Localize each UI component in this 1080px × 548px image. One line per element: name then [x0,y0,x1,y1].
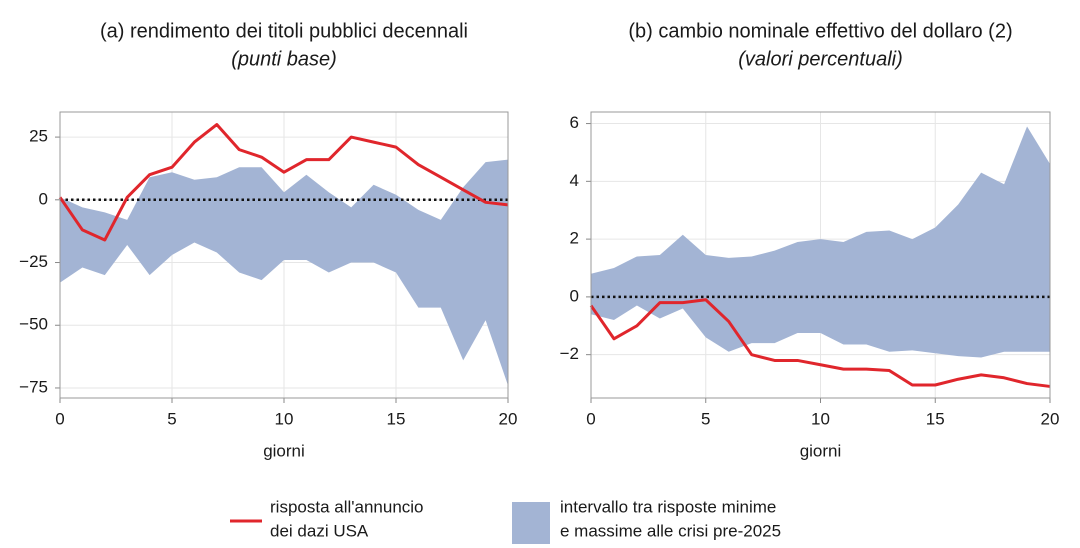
x-tick-label: 20 [499,409,518,428]
y-tick-label: −50 [19,315,48,334]
x-tick-label: 10 [811,409,830,428]
y-tick-label: 25 [29,127,48,146]
range-band [60,159,508,386]
x-tick-label: 5 [167,409,176,428]
y-tick-label: 0 [570,286,579,305]
x-axis-label: giorni [263,441,305,460]
response-line [58,123,509,242]
legend-label: intervallo tra risposte minime [560,497,776,516]
chart-subtitle: (valori percentuali) [738,48,903,70]
x-tick-label: 5 [701,409,710,428]
y-tick-label: 6 [570,113,579,132]
x-tick-label: 20 [1041,409,1060,428]
legend-label: e massime alle crisi pre-2025 [560,521,781,540]
x-tick-label: 15 [387,409,406,428]
chart-title: (a) rendimento dei titoli pubblici decen… [100,20,468,42]
y-tick-label: −75 [19,377,48,396]
x-tick-label: 10 [275,409,294,428]
legend-label: risposta all'annuncio [270,497,424,516]
y-tick-label: 4 [570,171,579,190]
x-tick-label: 0 [55,409,64,428]
y-tick-label: 2 [570,229,579,248]
chart-title: (b) cambio nominale effettivo del dollar… [628,20,1012,42]
y-tick-label: 0 [39,189,48,208]
legend-label: dei dazi USA [270,521,369,540]
legend-band-swatch [512,502,550,544]
x-tick-label: 0 [586,409,595,428]
chart-subtitle: (punti base) [231,48,337,70]
y-tick-label: −25 [19,252,48,271]
y-tick-label: −2 [560,344,579,363]
plot-frame [59,111,509,399]
plot-frame [590,111,1051,399]
x-axis-label: giorni [800,441,842,460]
response-line [589,298,1051,388]
x-tick-label: 15 [926,409,945,428]
